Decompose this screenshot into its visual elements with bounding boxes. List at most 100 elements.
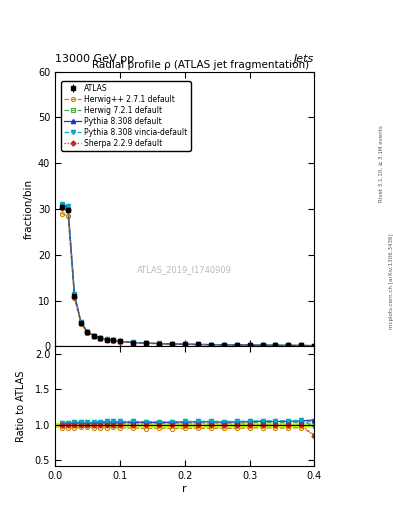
Pythia 8.308 default [169, 341, 174, 347]
Pythia 8.308 default [118, 338, 122, 344]
Sherpa 2.2.9 default [234, 342, 239, 348]
Line: Herwig 7.2.1 default: Herwig 7.2.1 default [59, 203, 316, 348]
Text: 13000 GeV pp: 13000 GeV pp [55, 54, 134, 64]
Sherpa 2.2.9 default [299, 343, 304, 349]
Pythia 8.308 vincia-default [286, 342, 291, 348]
Herwig++ 2.7.1 default [169, 341, 174, 347]
Pythia 8.308 vincia-default [234, 342, 239, 348]
Herwig 7.2.1 default [169, 341, 174, 347]
Pythia 8.308 default [182, 341, 187, 347]
Herwig 7.2.1 default [234, 342, 239, 348]
Herwig++ 2.7.1 default [59, 210, 64, 217]
Pythia 8.308 vincia-default [59, 201, 64, 207]
Herwig 7.2.1 default [273, 342, 278, 348]
Pythia 8.308 default [105, 336, 109, 343]
Herwig++ 2.7.1 default [72, 295, 77, 302]
Pythia 8.308 vincia-default [143, 340, 148, 346]
Pythia 8.308 vincia-default [85, 329, 90, 335]
Sherpa 2.2.9 default [143, 340, 148, 346]
Herwig++ 2.7.1 default [221, 342, 226, 348]
Herwig 7.2.1 default [247, 342, 252, 348]
Herwig++ 2.7.1 default [299, 343, 304, 349]
Sherpa 2.2.9 default [92, 333, 96, 339]
Herwig++ 2.7.1 default [85, 330, 90, 336]
Herwig++ 2.7.1 default [66, 213, 70, 219]
Herwig++ 2.7.1 default [105, 337, 109, 343]
Herwig++ 2.7.1 default [98, 335, 103, 342]
Herwig++ 2.7.1 default [247, 342, 252, 348]
Sherpa 2.2.9 default [79, 319, 83, 326]
Herwig 7.2.1 default [59, 202, 64, 208]
Pythia 8.308 default [66, 204, 70, 210]
Text: Radial profile ρ (ATLAS jet fragmentation): Radial profile ρ (ATLAS jet fragmentatio… [92, 59, 309, 70]
Pythia 8.308 default [130, 339, 135, 346]
Herwig++ 2.7.1 default [195, 342, 200, 348]
Sherpa 2.2.9 default [260, 342, 265, 348]
Herwig++ 2.7.1 default [312, 343, 317, 349]
Pythia 8.308 vincia-default [273, 342, 278, 348]
Pythia 8.308 default [98, 335, 103, 341]
Pythia 8.308 vincia-default [105, 336, 109, 343]
Herwig++ 2.7.1 default [208, 342, 213, 348]
Herwig++ 2.7.1 default [79, 321, 83, 327]
Pythia 8.308 default [299, 343, 304, 349]
Sherpa 2.2.9 default [130, 339, 135, 346]
Herwig++ 2.7.1 default [92, 333, 96, 339]
Pythia 8.308 vincia-default [195, 342, 200, 348]
Sherpa 2.2.9 default [59, 205, 64, 211]
Line: Herwig++ 2.7.1 default: Herwig++ 2.7.1 default [59, 211, 316, 348]
Herwig 7.2.1 default [105, 336, 109, 343]
Pythia 8.308 default [273, 342, 278, 348]
Line: Sherpa 2.2.9 default: Sherpa 2.2.9 default [60, 206, 316, 348]
Herwig++ 2.7.1 default [182, 342, 187, 348]
Herwig++ 2.7.1 default [234, 342, 239, 348]
Herwig 7.2.1 default [92, 333, 96, 339]
Herwig 7.2.1 default [72, 292, 77, 298]
Sherpa 2.2.9 default [312, 343, 317, 349]
Herwig 7.2.1 default [221, 342, 226, 348]
Herwig 7.2.1 default [195, 342, 200, 348]
Herwig 7.2.1 default [85, 329, 90, 335]
Sherpa 2.2.9 default [105, 336, 109, 343]
Pythia 8.308 vincia-default [72, 291, 77, 297]
Herwig 7.2.1 default [156, 340, 161, 347]
Pythia 8.308 vincia-default [92, 332, 96, 338]
Herwig++ 2.7.1 default [130, 339, 135, 346]
Pythia 8.308 default [286, 343, 291, 349]
Pythia 8.308 vincia-default [169, 341, 174, 347]
Herwig 7.2.1 default [79, 319, 83, 325]
Herwig 7.2.1 default [208, 342, 213, 348]
Pythia 8.308 vincia-default [111, 337, 116, 344]
Pythia 8.308 vincia-default [66, 203, 70, 209]
Sherpa 2.2.9 default [111, 337, 116, 344]
Herwig++ 2.7.1 default [118, 338, 122, 345]
Pythia 8.308 default [72, 292, 77, 298]
Pythia 8.308 vincia-default [299, 343, 304, 349]
Text: Rivet 3.1.10, ≥ 3.1M events: Rivet 3.1.10, ≥ 3.1M events [379, 125, 384, 202]
Herwig++ 2.7.1 default [111, 337, 116, 344]
Herwig 7.2.1 default [143, 340, 148, 346]
Y-axis label: fraction/bin: fraction/bin [24, 179, 34, 239]
Pythia 8.308 vincia-default [312, 343, 317, 349]
Sherpa 2.2.9 default [98, 335, 103, 342]
Pythia 8.308 vincia-default [130, 339, 135, 346]
Pythia 8.308 default [85, 329, 90, 335]
Pythia 8.308 default [195, 342, 200, 348]
Herwig 7.2.1 default [111, 337, 116, 344]
Herwig++ 2.7.1 default [286, 343, 291, 349]
Herwig 7.2.1 default [299, 343, 304, 349]
Line: Pythia 8.308 vincia-default: Pythia 8.308 vincia-default [59, 202, 316, 348]
Pythia 8.308 default [59, 201, 64, 207]
Pythia 8.308 default [156, 340, 161, 347]
Sherpa 2.2.9 default [208, 342, 213, 348]
Pythia 8.308 default [247, 342, 252, 348]
Pythia 8.308 vincia-default [98, 335, 103, 341]
Line: Pythia 8.308 default: Pythia 8.308 default [59, 202, 316, 348]
Herwig++ 2.7.1 default [260, 342, 265, 348]
Y-axis label: Ratio to ATLAS: Ratio to ATLAS [17, 371, 26, 442]
Pythia 8.308 vincia-default [247, 342, 252, 348]
Herwig++ 2.7.1 default [273, 343, 278, 349]
Pythia 8.308 default [79, 319, 83, 325]
Pythia 8.308 vincia-default [79, 318, 83, 325]
Herwig 7.2.1 default [260, 342, 265, 348]
